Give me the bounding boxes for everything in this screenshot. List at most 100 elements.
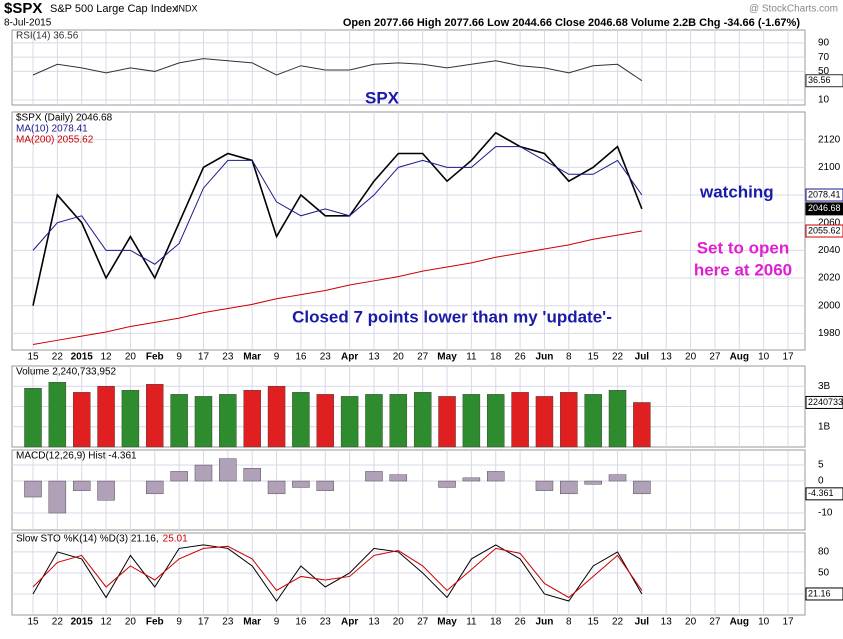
x-tick-label: 26 <box>515 352 527 363</box>
bar <box>487 394 505 448</box>
x-tick-label: 20 <box>125 352 137 363</box>
bar <box>560 392 578 448</box>
x-tick-label: 26 <box>515 617 527 628</box>
bar <box>438 396 456 448</box>
x-tick-label: 2015 <box>71 352 94 363</box>
exchange: INDX <box>176 3 198 13</box>
date: 8-Jul-2015 <box>4 18 52 29</box>
bar <box>97 480 115 501</box>
x-tick-label: May <box>437 617 457 628</box>
bar <box>633 480 651 495</box>
x-tick-label: 2015 <box>71 617 94 628</box>
bar <box>560 480 578 495</box>
annotation: Set to open <box>697 238 790 257</box>
bar <box>365 471 383 482</box>
legend-entry: MACD(12,26,9) Hist -4.361 <box>16 451 137 462</box>
index-name: S&P 500 Large Cap Index <box>50 3 178 15</box>
x-tick-label: Mar <box>243 352 261 363</box>
y-tick-label: 2040 <box>818 245 841 256</box>
x-tick-label: 8 <box>566 617 572 628</box>
symbol: $SPX <box>4 0 42 17</box>
x-tick-label: Feb <box>146 352 164 363</box>
panel-frame <box>11 111 806 351</box>
x-tick-label: 13 <box>661 617 673 628</box>
legend-entry: MA(200) 2055.62 <box>16 135 94 146</box>
bar <box>97 386 115 448</box>
series-line <box>32 58 643 82</box>
legend-entry: Slow STO %K(14) %D(3) 21.16, <box>16 534 159 545</box>
bar <box>146 384 164 448</box>
series-line <box>32 131 643 306</box>
x-tick-label: Jun <box>536 617 554 628</box>
x-tick-label: 9 <box>274 352 280 363</box>
bar <box>267 386 286 448</box>
x-tick-label: 15 <box>588 617 600 628</box>
value-box <box>805 487 843 501</box>
panel-title: SPX <box>365 88 400 107</box>
x-tick-label: 13 <box>368 352 380 363</box>
value-box-label: 36.56 <box>808 75 831 85</box>
x-tick-label: 27 <box>709 352 721 363</box>
bar <box>487 471 505 482</box>
x-tick-label: 17 <box>198 352 210 363</box>
x-tick-label: 23 <box>320 617 332 628</box>
y-tick-label: 80 <box>818 547 830 558</box>
series-line <box>32 230 642 345</box>
bar <box>292 392 310 448</box>
bar <box>511 392 529 448</box>
y-tick-label: 70 <box>818 52 830 63</box>
x-tick-label: 23 <box>222 617 234 628</box>
bar <box>24 480 42 498</box>
x-tick-label: Apr <box>341 617 358 628</box>
x-tick-label: 18 <box>490 352 502 363</box>
y-tick-label: 5 <box>818 460 824 471</box>
legend-entry: RSI(14) 36.56 <box>16 31 79 42</box>
x-tick-label: 15 <box>588 352 600 363</box>
x-tick-label: 8 <box>566 352 572 363</box>
annotation: watching <box>699 182 774 201</box>
y-tick-label: 3B <box>818 381 831 392</box>
bar <box>292 480 310 488</box>
x-tick-label: 13 <box>368 617 380 628</box>
x-tick-label: 22 <box>52 617 64 628</box>
x-tick-label: Jun <box>536 352 554 363</box>
value-box <box>805 224 843 238</box>
x-tick-label: 18 <box>490 617 502 628</box>
source: @ StockCharts.com <box>749 4 838 15</box>
x-tick-label: 22 <box>612 617 624 628</box>
x-tick-label: 23 <box>222 352 234 363</box>
value-box-label: -4.361 <box>808 488 834 498</box>
y-tick-label: 10 <box>818 95 830 106</box>
x-tick-label: 23 <box>320 352 332 363</box>
x-tick-label: 17 <box>198 617 210 628</box>
x-tick-label: 22 <box>52 352 64 363</box>
bar <box>535 396 554 448</box>
x-tick-label: Apr <box>341 352 358 363</box>
bar <box>170 471 188 482</box>
bar <box>365 394 383 448</box>
x-tick-label: 13 <box>661 352 673 363</box>
annotation: Closed 7 points lower than my 'update'- <box>292 307 612 326</box>
x-tick-label: 20 <box>393 352 405 363</box>
bar <box>608 390 627 448</box>
x-tick-label: 27 <box>417 352 429 363</box>
bar <box>243 390 261 448</box>
bar <box>340 396 359 448</box>
y-tick-label: 2000 <box>818 300 841 311</box>
x-tick-label: 20 <box>685 352 697 363</box>
bar <box>584 394 602 448</box>
x-tick-label: Jul <box>635 352 650 363</box>
x-tick-label: 17 <box>782 617 794 628</box>
x-tick-label: 20 <box>393 617 405 628</box>
x-tick-label: May <box>437 352 457 363</box>
x-tick-label: Aug <box>730 352 749 363</box>
bar <box>48 382 67 448</box>
legend-entry: Volume 2,240,733,952 <box>16 367 117 378</box>
x-tick-label: Feb <box>146 617 164 628</box>
bar <box>121 390 140 448</box>
bar <box>243 468 261 482</box>
panel-frame <box>11 449 806 531</box>
bar <box>633 402 651 448</box>
x-tick-label: Jul <box>635 617 650 628</box>
